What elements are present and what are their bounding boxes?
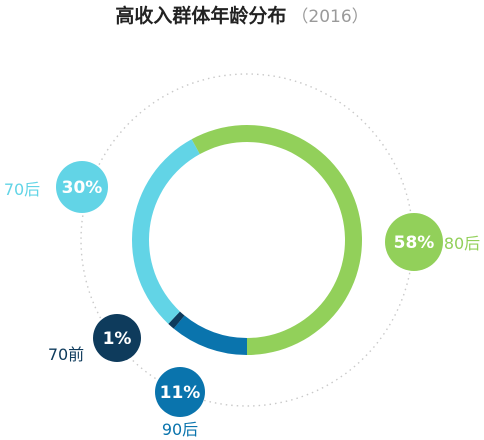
chart-title-year: （2016） [291,7,368,27]
donut-segment-70后 [131,139,200,324]
donut-segment-70前 [168,311,185,329]
value-bubble-70后 [56,161,108,213]
chart-title-main: 高收入群体年龄分布 [115,4,286,27]
donut-segment-90后 [173,315,247,355]
category-labels: 80后 90后 70前 70后 [4,180,480,439]
donut-segments [131,124,363,356]
value-bubble-80后 [385,213,443,271]
category-label-80后: 80后 [444,234,480,253]
category-label-70前: 70前 [48,345,84,364]
category-label-90后: 90后 [162,420,198,439]
value-label-70后: 30% [62,178,103,198]
donut-segment-80后 [191,124,363,356]
value-label-70前: 1% [103,329,132,349]
value-label-90后: 11% [160,383,201,403]
value-bubble-70前 [93,314,141,362]
chart-title: 高收入群体年龄分布 （2016） [115,4,368,27]
value-label-80后: 58% [394,233,435,253]
value-bubbles: 58% 11% 1% 30% [56,161,443,417]
value-bubble-90后 [155,367,205,417]
category-label-70后: 70后 [4,180,40,199]
